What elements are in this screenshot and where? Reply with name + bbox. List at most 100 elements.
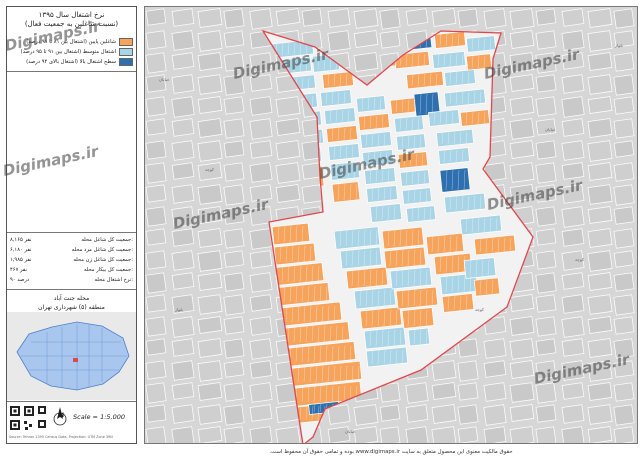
parcel-mid — [428, 109, 460, 127]
lot-line — [319, 345, 322, 363]
lot-line — [285, 245, 288, 263]
background-block — [145, 294, 167, 313]
lot-line — [385, 151, 388, 165]
lot-line — [479, 195, 482, 211]
lot-line — [483, 37, 486, 51]
lot-line — [315, 365, 318, 383]
parcel-mid — [366, 185, 398, 203]
background-block — [145, 162, 167, 184]
lot-line — [357, 249, 360, 267]
parcel-mid — [443, 192, 487, 214]
background-block — [587, 338, 613, 358]
lot-line — [339, 365, 342, 383]
lot-line — [335, 109, 338, 123]
lot-line — [455, 149, 458, 163]
lot-line — [293, 42, 296, 56]
lot-line — [425, 269, 428, 287]
lot-line — [351, 269, 354, 287]
background-block — [613, 30, 635, 48]
background-block — [561, 74, 585, 94]
lot-line — [419, 249, 422, 267]
lot-line — [483, 217, 486, 233]
lot-line — [413, 189, 416, 203]
lot-line — [301, 285, 304, 303]
lot-line — [365, 289, 368, 307]
lot-line — [381, 205, 384, 221]
parcel-mid — [324, 107, 356, 125]
parcel-mid — [364, 167, 396, 185]
lot-line — [425, 93, 428, 115]
lot-line — [399, 229, 402, 247]
lot-line — [387, 329, 390, 347]
lot-line — [289, 285, 292, 303]
background-block — [535, 96, 557, 117]
lot-line — [457, 275, 460, 293]
lot-line — [467, 91, 470, 105]
background-block — [561, 30, 585, 51]
background-block — [327, 426, 351, 443]
background-block — [145, 118, 167, 136]
background-block — [587, 272, 613, 291]
background-block — [509, 162, 535, 183]
lot-line — [447, 295, 450, 311]
lot-line — [407, 289, 410, 307]
parcel-mid — [328, 143, 360, 161]
background-block — [509, 118, 535, 140]
parcel-low — [271, 222, 311, 246]
lot-line — [417, 171, 420, 185]
lot-line — [289, 225, 292, 243]
lot-line — [383, 349, 386, 365]
stat-value: ۴۶۷ نفر — [10, 267, 27, 273]
lot-line — [347, 109, 350, 123]
background-block — [275, 426, 301, 443]
background-block — [197, 52, 223, 71]
parcel-mid — [405, 205, 437, 223]
background-block — [379, 382, 401, 403]
lot-line — [363, 229, 366, 247]
lot-line — [461, 53, 464, 67]
lot-line — [449, 91, 452, 105]
lot-line — [411, 117, 414, 131]
lot-line — [465, 111, 468, 125]
background-block — [535, 140, 557, 160]
background-block — [223, 206, 245, 225]
parcel-mid — [355, 95, 387, 113]
background-block — [483, 382, 507, 402]
background-block — [145, 140, 167, 160]
lot-line — [319, 285, 322, 303]
lot-line — [369, 169, 372, 183]
lot-line — [405, 229, 408, 247]
lot-line — [389, 249, 392, 267]
lot-line — [471, 217, 474, 233]
legend-sidebar: نرخ اشتغال سال ۱۳۹۵ (نسبت شاغلین به جمعی… — [6, 6, 137, 444]
lot-line — [395, 269, 398, 287]
background-block — [171, 360, 195, 381]
lot-line — [281, 265, 284, 283]
lot-line — [301, 225, 304, 243]
lot-line — [479, 279, 482, 295]
background-block — [535, 118, 557, 136]
lot-line — [357, 365, 360, 383]
lot-line — [311, 265, 314, 283]
background-block — [405, 382, 429, 404]
background-block — [613, 228, 635, 249]
lot-line — [307, 385, 310, 403]
scale-text: Scale = 1:5,000 — [73, 413, 125, 421]
background-block — [509, 96, 535, 116]
lot-line — [351, 365, 354, 383]
lot-line — [417, 229, 420, 247]
background-block — [223, 404, 245, 426]
lot-line — [419, 93, 422, 115]
map-subtitle: (نسبت شاغلین به جمعیت فعال) — [24, 20, 119, 28]
lot-line — [377, 309, 380, 327]
background-block — [613, 272, 635, 292]
lot-line — [317, 405, 320, 421]
lot-line — [463, 275, 466, 293]
map-canvas[interactable]: بلوار خیابان کوچه خیابان بلوار کوچه خیاب… — [144, 6, 638, 444]
background-block — [171, 426, 195, 443]
lot-line — [463, 255, 466, 273]
background-block — [613, 338, 635, 359]
credits-text: Source: Tehran 1395 Census Data, Project… — [9, 435, 113, 439]
street-label: خیابان — [159, 77, 170, 82]
lot-line — [457, 169, 460, 191]
